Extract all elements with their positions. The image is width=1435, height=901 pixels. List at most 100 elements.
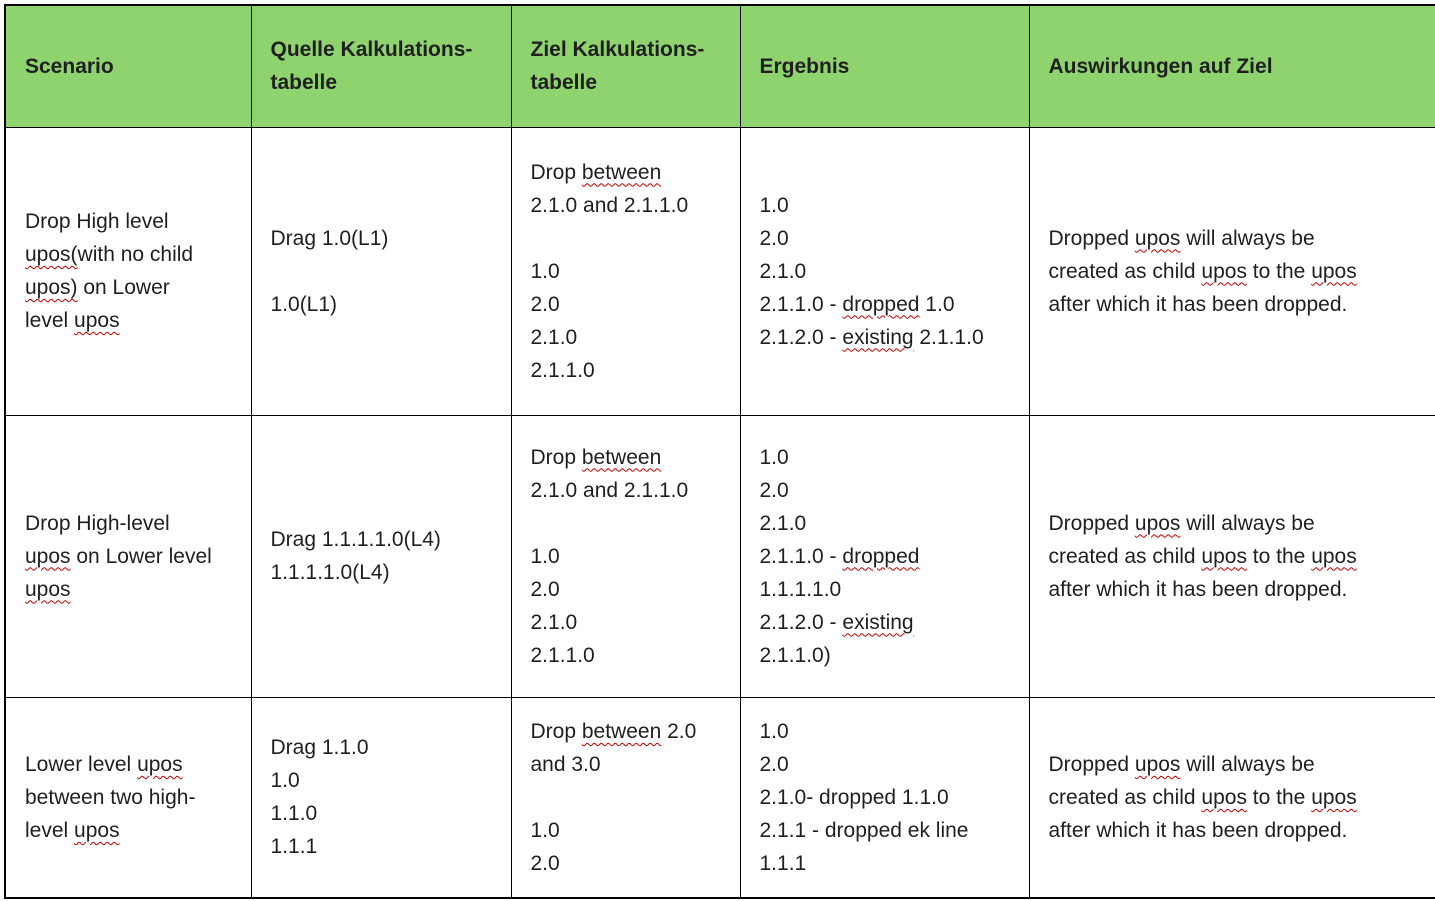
text-line: created as child upos to the upos	[1049, 781, 1422, 814]
text-segment: Drop	[530, 160, 582, 184]
text-line: Drop High-level	[25, 507, 237, 540]
text-line: between two high-	[25, 781, 237, 814]
text-line	[271, 255, 497, 288]
misspelled-word: upos	[1201, 259, 1247, 283]
text-segment: to the	[1246, 785, 1312, 809]
drag-drop-scenarios-table: Scenario Quelle Kalkulations-tabelle Ziel …	[4, 4, 1435, 899]
text-segment: 2.1.0 and 2.1.1.0	[530, 478, 689, 502]
text-line: created as child upos to the upos	[1049, 540, 1422, 573]
text-line: 1.1.0	[271, 797, 497, 830]
text-line: 1.1.1.1.0	[760, 573, 1015, 606]
cell-quelle: Drag 1.0(L1) 1.0(L1)	[250, 126, 512, 416]
text-line: 2.0	[531, 288, 726, 321]
text-segment: 1.0	[919, 292, 955, 316]
text-segment: to the	[1246, 544, 1312, 568]
text-line: level upos	[25, 814, 237, 847]
text-segment: with no child	[77, 243, 194, 266]
text-segment: Ergebnis	[759, 54, 850, 78]
table-row: Drop High level upos(with no child upos) o…	[4, 126, 1435, 416]
text-line: 1.1.1.1.0(L4)	[271, 556, 497, 589]
cell-quelle: Drag 1.1.0 1.0 1.1.0 1.1.1	[250, 696, 512, 899]
text-line: 1.0	[271, 764, 497, 797]
text-segment: Drag 1.0(L1)	[270, 226, 389, 250]
text-line: upos	[25, 573, 237, 606]
cell-ziel: Drop between 2.1.0 and 2.1.1.0 1.0 2.0 2.1.…	[510, 414, 741, 698]
cell-ergebnis: 1.0 2.0 2.1.0 2.1.1.0 - dropped 1.0 2.1.2.0 …	[739, 126, 1030, 416]
text-line: Lower level upos	[25, 748, 237, 781]
text-line: Drop between 2.0	[531, 715, 726, 748]
text-segment: after which it has been dropped.	[1048, 818, 1348, 842]
text-segment: Auswirkungen auf Ziel	[1048, 54, 1273, 78]
text-line: 2.1.0	[531, 321, 726, 354]
text-line: 1.1.1	[760, 847, 1015, 880]
text-line: 2.1.0 and 2.1.1.0	[531, 189, 726, 222]
text-line: 2.1.2.0 - existing	[760, 606, 1015, 639]
misspelled-word: upos	[1134, 752, 1181, 776]
text-line: after which it has been dropped.	[1049, 814, 1422, 847]
text-line: 1.0(L1)	[271, 288, 497, 321]
text-line: tabelle	[271, 66, 497, 99]
text-segment: 2.0	[759, 226, 789, 250]
cell-auswirkungen: Dropped upos will always be created as ch…	[1028, 126, 1435, 416]
text-line: tabelle	[531, 66, 726, 99]
text-line: 2.1.0	[531, 606, 726, 639]
text-segment: 2.1.0	[530, 610, 578, 634]
text-line: 1.0	[760, 715, 1015, 748]
text-line: 2.1.2.0 - existing 2.1.1.0	[760, 321, 1015, 354]
misspelled-word: upos)	[25, 276, 78, 299]
text-segment: 2.1.1.0	[530, 358, 595, 382]
column-header-ziel: Ziel Kalkulations-tabelle	[510, 4, 741, 128]
text-line: 2.1.0	[760, 507, 1015, 540]
text-segment: will always be	[1180, 226, 1315, 250]
text-line: 1.0	[531, 540, 726, 573]
text-line: 2.0	[760, 748, 1015, 781]
text-line	[531, 781, 726, 814]
cell-scenario: Drop High level upos(with no child upos) o…	[4, 126, 252, 416]
misspelled-word: existing	[842, 610, 914, 634]
text-segment: 2.1.0 and 2.1.1.0	[530, 193, 689, 217]
misspelled-word: between	[581, 445, 662, 469]
text-segment: 2.1.2.0 -	[759, 610, 843, 634]
text-line	[531, 507, 726, 540]
text-line: 2.1.0- dropped 1.1.0	[760, 781, 1015, 814]
text-segment: 1.1.1	[759, 851, 807, 875]
misspelled-word: upos	[1311, 259, 1357, 283]
text-line: Scenario	[25, 50, 237, 83]
text-segment: 2.1.2.0 -	[759, 325, 843, 349]
text-segment: on Lower level	[70, 544, 212, 568]
text-segment: 2.0	[530, 292, 560, 316]
text-line: Dropped upos will always be	[1049, 507, 1422, 540]
text-segment: 2.1.0- dropped 1.1.0	[759, 785, 949, 809]
text-line: 2.1.0	[760, 255, 1015, 288]
misspelled-word: upos	[1201, 544, 1247, 568]
column-header-auswirkungen: Auswirkungen auf Ziel	[1028, 4, 1435, 128]
text-line: 2.1.1.0 - dropped	[760, 540, 1015, 573]
text-segment: 2.1.1.0)	[759, 643, 831, 667]
text-line: created as child upos to the upos	[1049, 255, 1422, 288]
text-line: Dropped upos will always be	[1049, 748, 1422, 781]
misspelled-word: upos	[74, 309, 120, 332]
misspelled-word: upos(	[25, 243, 78, 266]
cell-ergebnis: 1.0 2.0 2.1.0- dropped 1.1.0 2.1.1 - droppe…	[739, 696, 1030, 899]
text-segment: 1.0	[270, 769, 300, 793]
misspelled-word: dropped	[842, 544, 920, 568]
cell-ziel: Drop between 2.1.0 and 2.1.1.0 1.0 2.0 2.1.…	[510, 126, 741, 416]
text-segment: Scenario	[25, 54, 114, 78]
misspelled-word: between	[581, 719, 662, 743]
text-line: upos) on Lower	[25, 271, 237, 304]
text-segment: Quelle Kalkulations-	[270, 38, 473, 62]
text-line: 1.1.1	[271, 830, 497, 863]
text-segment: Ziel Kalkulations-	[530, 38, 705, 62]
text-line: Drop between	[531, 156, 726, 189]
text-line: upos(with no child	[25, 238, 237, 271]
text-segment: 2.1.1.0	[530, 643, 595, 667]
text-segment: 2.1.1.0 -	[759, 292, 843, 316]
text-segment: to the	[1246, 259, 1312, 283]
text-segment: 2.1.0	[759, 511, 807, 535]
text-segment: 1.0	[759, 445, 789, 469]
text-segment: Drop High-level	[25, 511, 170, 535]
text-line: 2.1.0 and 2.1.1.0	[531, 474, 726, 507]
text-segment: 1.0	[759, 193, 789, 217]
misspelled-word: upos	[1201, 785, 1247, 809]
